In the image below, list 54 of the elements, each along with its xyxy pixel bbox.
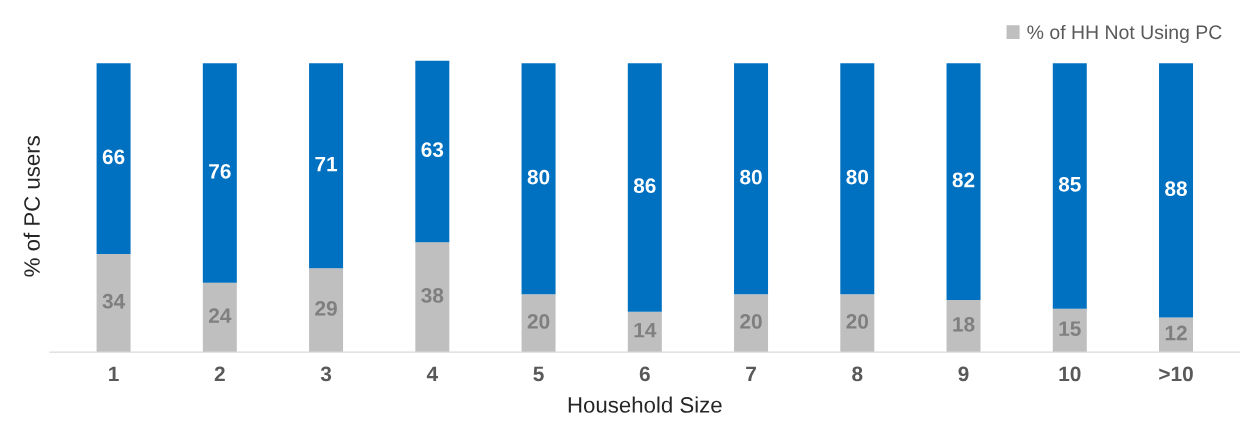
bar [309, 63, 344, 269]
data-label: 82 [952, 172, 975, 188]
bar [202, 282, 237, 353]
bar [734, 63, 769, 295]
data-label: 20 [527, 314, 550, 329]
x-tick-label: 9 [958, 366, 969, 382]
data-label: 71 [315, 156, 338, 172]
x-tick-label: 2 [214, 366, 225, 382]
legend-label: % of HH Not Using PC [1027, 24, 1222, 43]
x-tick-label: 4 [426, 366, 438, 382]
data-label: 63 [421, 142, 444, 158]
data-label: 80 [740, 169, 762, 185]
data-label: 29 [315, 301, 337, 316]
data-label: 20 [846, 314, 869, 329]
bar [309, 268, 344, 353]
x-tick-label: 3 [320, 366, 332, 382]
data-label: 66 [102, 149, 125, 165]
bar [1052, 63, 1087, 309]
data-label: 20 [740, 314, 762, 329]
bar [840, 294, 875, 353]
y-axis-title: % of PC users [23, 136, 40, 277]
bar [734, 294, 769, 353]
x-tick-label: 7 [746, 366, 756, 382]
data-label: 12 [1165, 325, 1187, 341]
x-tick-label: 1 [109, 366, 119, 382]
x-tick-label: 6 [639, 366, 650, 382]
bar [415, 60, 450, 243]
data-label: 24 [208, 308, 232, 323]
bar [521, 294, 556, 353]
data-label: 88 [1165, 181, 1187, 196]
bar [96, 253, 131, 353]
data-label: 34 [102, 293, 126, 309]
bar [202, 63, 237, 283]
bar [946, 63, 981, 301]
data-label: 80 [846, 169, 869, 185]
data-label: 80 [527, 169, 550, 185]
x-tick-label: >10 [1159, 366, 1193, 382]
x-tick-label: 5 [533, 366, 544, 382]
data-label: 76 [209, 163, 231, 179]
bar [840, 63, 875, 295]
data-label: 38 [421, 288, 444, 303]
x-axis-title: Household Size [568, 396, 722, 413]
x-tick-label: 8 [852, 366, 863, 382]
bar [521, 63, 556, 295]
data-label: 15 [1059, 321, 1081, 337]
bar [1159, 63, 1194, 318]
x-tick-label: 10 [1059, 366, 1081, 382]
data-label: 14 [634, 322, 657, 338]
data-label: 85 [1058, 176, 1081, 192]
bar [627, 63, 662, 312]
bar [96, 63, 131, 254]
data-label: 18 [953, 316, 975, 332]
data-label: 86 [633, 178, 656, 194]
bar [415, 242, 450, 353]
